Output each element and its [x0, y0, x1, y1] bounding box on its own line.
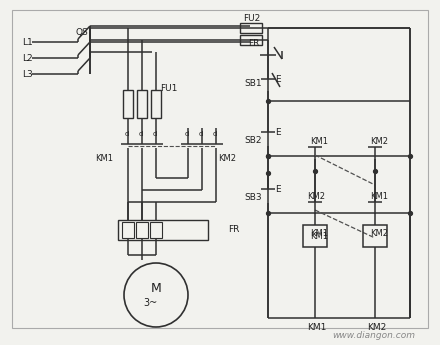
Bar — [136, 222, 148, 238]
Text: d: d — [213, 131, 217, 137]
Bar — [123, 90, 133, 118]
Text: FU1: FU1 — [160, 83, 177, 92]
Text: L1: L1 — [22, 38, 33, 47]
Text: SB2: SB2 — [244, 136, 261, 145]
Text: FU2: FU2 — [243, 13, 260, 22]
Text: M: M — [150, 283, 161, 296]
Text: E: E — [275, 185, 281, 194]
Text: KM2: KM2 — [370, 228, 388, 237]
Bar — [303, 225, 327, 247]
Bar — [118, 220, 208, 240]
Text: SB3: SB3 — [244, 193, 262, 201]
Bar — [150, 222, 162, 238]
Text: E: E — [275, 75, 281, 83]
Text: KM2: KM2 — [370, 137, 388, 146]
Text: KM1: KM1 — [370, 191, 388, 200]
Text: KM2: KM2 — [218, 154, 236, 162]
Bar — [240, 35, 262, 45]
Text: QS: QS — [76, 28, 89, 37]
Text: KM1: KM1 — [310, 231, 328, 240]
Text: d: d — [199, 131, 203, 137]
Text: KM1: KM1 — [307, 324, 326, 333]
Text: L2: L2 — [22, 53, 33, 62]
Text: KM1: KM1 — [310, 137, 328, 146]
Bar — [122, 222, 134, 238]
Text: KM1: KM1 — [310, 228, 328, 237]
Text: L3: L3 — [22, 69, 33, 79]
Text: www.diangon.com: www.diangon.com — [332, 331, 415, 339]
Text: KM1: KM1 — [95, 154, 113, 162]
Text: d: d — [139, 131, 143, 137]
Text: d: d — [185, 131, 189, 137]
Bar — [363, 225, 387, 247]
Text: d: d — [125, 131, 129, 137]
Bar — [137, 90, 147, 118]
Text: E: E — [275, 128, 281, 137]
Text: KM2: KM2 — [307, 191, 325, 200]
Text: FR: FR — [248, 39, 259, 48]
Text: KM2: KM2 — [367, 324, 386, 333]
Bar — [151, 90, 161, 118]
Text: FR: FR — [228, 225, 239, 234]
Text: d: d — [153, 131, 158, 137]
Text: SB1: SB1 — [244, 79, 262, 88]
Text: 3~: 3~ — [143, 298, 157, 308]
Bar — [240, 23, 262, 33]
